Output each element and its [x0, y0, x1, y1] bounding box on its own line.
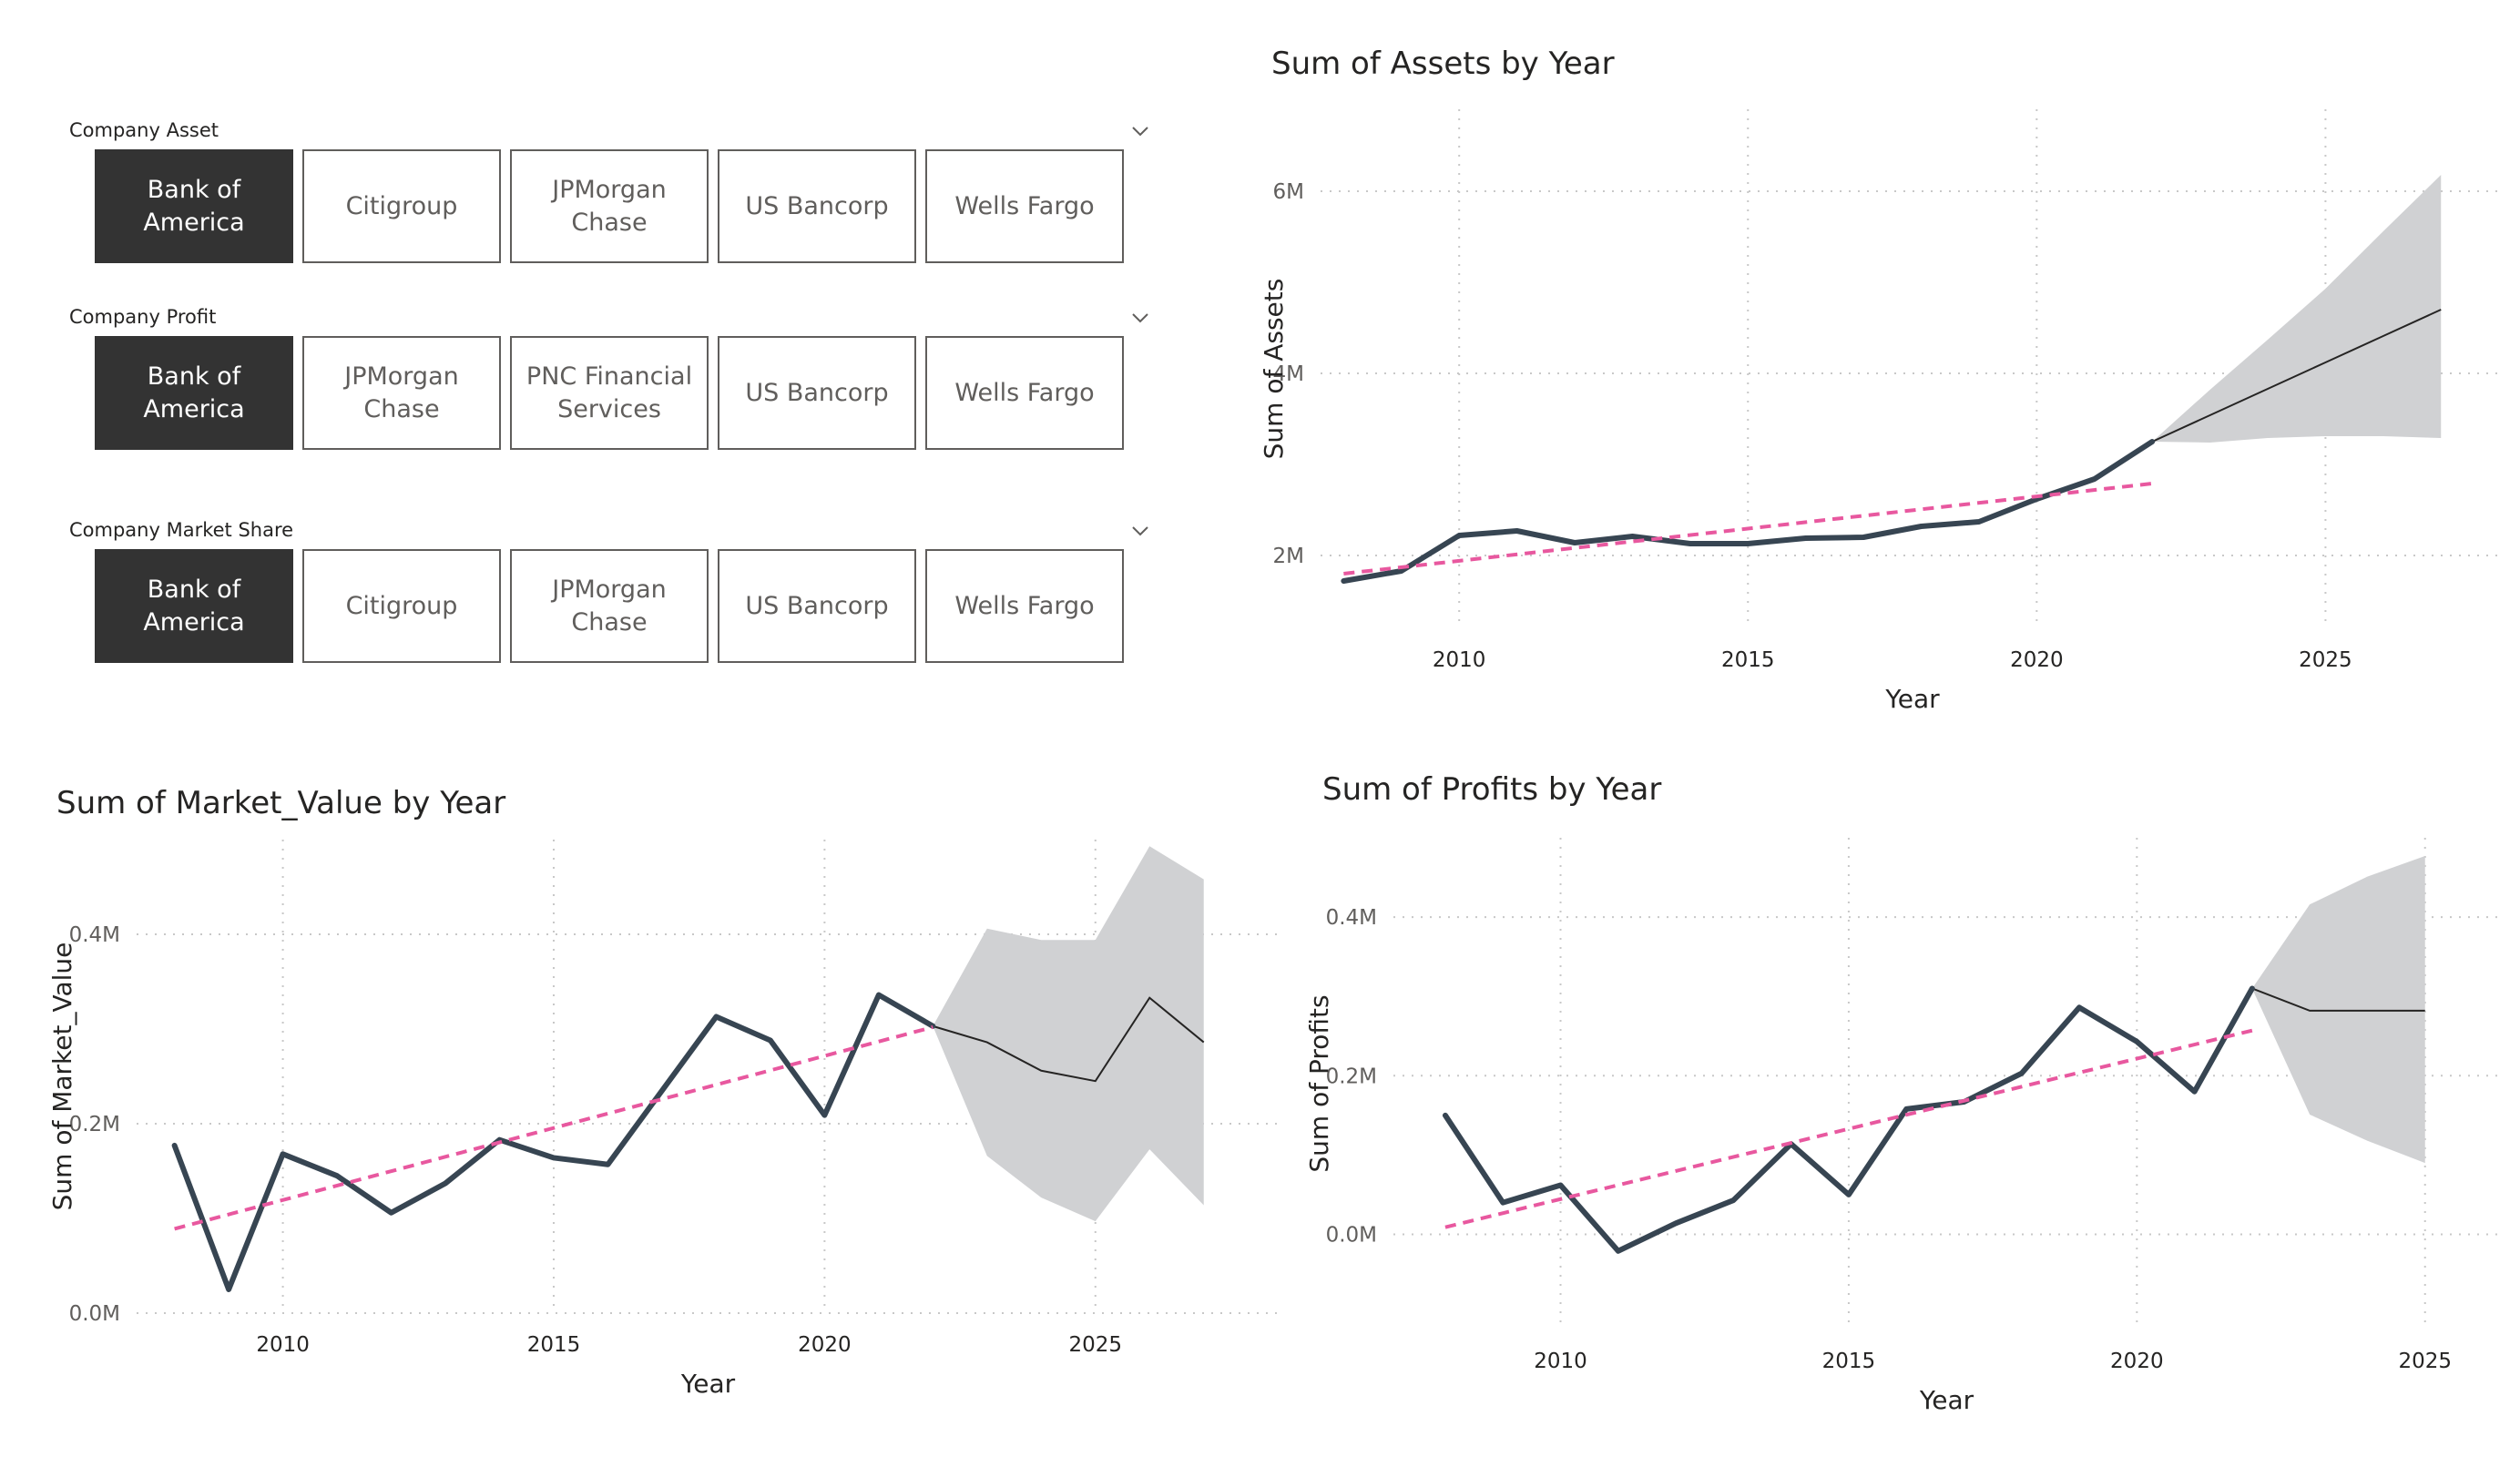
x-tick-label: 2015 — [1721, 648, 1775, 672]
y-axis-title: Sum of Profits — [1304, 994, 1334, 1172]
x-tick-label: 2020 — [2010, 648, 2064, 672]
slicer-option[interactable]: PNC Financial Services — [510, 336, 709, 450]
assets-chart-title: Sum of Assets by Year — [1271, 46, 1615, 82]
slicer-option[interactable]: Citigroup — [302, 149, 501, 263]
y-tick-label: 0.2M — [1326, 1065, 1377, 1088]
forecast-band — [2251, 856, 2425, 1164]
chevron-down-icon[interactable] — [1130, 121, 1150, 141]
forecast-band — [2152, 175, 2442, 443]
slicer-label: Company Market Share — [69, 519, 294, 541]
slicer-option[interactable]: Wells Fargo — [925, 336, 1124, 450]
slicer-company-profit: Company Profit Bank of America JPMorgan C… — [0, 306, 1184, 461]
x-axis-title: Year — [1884, 684, 1940, 714]
y-axis-title: Sum of Market_Value — [47, 942, 77, 1211]
assets-chart: 2M 4M 6M 2010 2015 2020 2025 Year Sum of Assets — [1259, 109, 2505, 714]
y-tick-label: 0.4M — [69, 923, 120, 947]
chevron-down-icon[interactable] — [1130, 308, 1150, 328]
slicer-option[interactable]: JPMorgan Chase — [302, 336, 501, 450]
x-tick-label: 2025 — [1068, 1333, 1122, 1357]
x-tick-label: 2020 — [2110, 1350, 2164, 1373]
series-line — [1341, 439, 2156, 584]
y-tick-label: 4M — [1273, 362, 1304, 386]
y-tick-label: 2M — [1273, 545, 1304, 568]
slicer-header: Company Asset — [69, 119, 1153, 148]
profits-chart-title: Sum of Profits by Year — [1322, 771, 1662, 808]
y-tick-label: 6M — [1273, 180, 1304, 204]
slicer-header: Company Profit — [69, 306, 1153, 335]
slicer-option[interactable]: US Bancorp — [718, 336, 916, 450]
trend-line — [1444, 1028, 2253, 1229]
grid — [1321, 109, 2505, 628]
slicer-option[interactable]: Bank of America — [95, 549, 293, 663]
x-tick-label: 2025 — [2299, 648, 2352, 672]
slicer-option[interactable]: JPMorgan Chase — [510, 149, 709, 263]
x-tick-label: 2025 — [2398, 1350, 2452, 1373]
chevron-down-icon[interactable] — [1130, 521, 1150, 541]
slicer-option[interactable]: Bank of America — [95, 149, 293, 263]
y-tick-label: 0.0M — [69, 1302, 120, 1326]
y-tick-label: 0.2M — [69, 1113, 120, 1136]
slicer-option[interactable]: Bank of America — [95, 336, 293, 450]
trend-line — [174, 1024, 934, 1231]
forecast-line — [2251, 987, 2425, 1012]
slicer-option[interactable]: Wells Fargo — [925, 549, 1124, 663]
slicer-company-market-share: Company Market Share Bank of America Citi… — [0, 519, 1184, 674]
y-axis-title: Sum of Assets — [1259, 279, 1289, 460]
slicer-option[interactable]: US Bancorp — [718, 549, 916, 663]
y-tick-label: 0.0M — [1326, 1223, 1377, 1247]
y-tick-label: 0.4M — [1326, 906, 1377, 930]
slicer-option[interactable]: US Bancorp — [718, 149, 916, 263]
slicer-label: Company Profit — [69, 306, 217, 328]
market-value-chart: 0.0M 0.2M 0.4M 2010 2015 2020 2025 Year Sum of M… — [47, 840, 1280, 1399]
slicer-header: Company Market Share — [69, 519, 1153, 548]
x-tick-label: 2010 — [256, 1333, 310, 1357]
series-line — [1442, 985, 2255, 1254]
forecast-line — [933, 996, 1205, 1083]
slicer-company-asset: Company Asset Bank of America Citigroup JP… — [0, 119, 1184, 274]
x-axis-title: Year — [680, 1369, 736, 1399]
slicer-option[interactable]: Citigroup — [302, 549, 501, 663]
slicer-option[interactable]: JPMorgan Chase — [510, 549, 709, 663]
x-tick-label: 2010 — [1433, 648, 1486, 672]
market-value-chart-title: Sum of Market_Value by Year — [56, 785, 506, 821]
slicer-option[interactable]: Wells Fargo — [925, 149, 1124, 263]
x-axis-title: Year — [1919, 1385, 1974, 1415]
profits-chart: 0.0M 0.2M 0.4M 2010 2015 2020 2025 Year Sum of P… — [1304, 838, 2500, 1415]
series-line — [171, 992, 936, 1292]
forecast-band — [933, 846, 1204, 1222]
slicer-label: Company Asset — [69, 119, 219, 141]
x-tick-label: 2010 — [1534, 1350, 1587, 1373]
forecast-line — [2151, 309, 2442, 443]
x-tick-label: 2015 — [527, 1333, 581, 1357]
x-tick-label: 2015 — [1822, 1350, 1876, 1373]
x-tick-label: 2020 — [798, 1333, 852, 1357]
trend-line — [1343, 482, 2153, 576]
